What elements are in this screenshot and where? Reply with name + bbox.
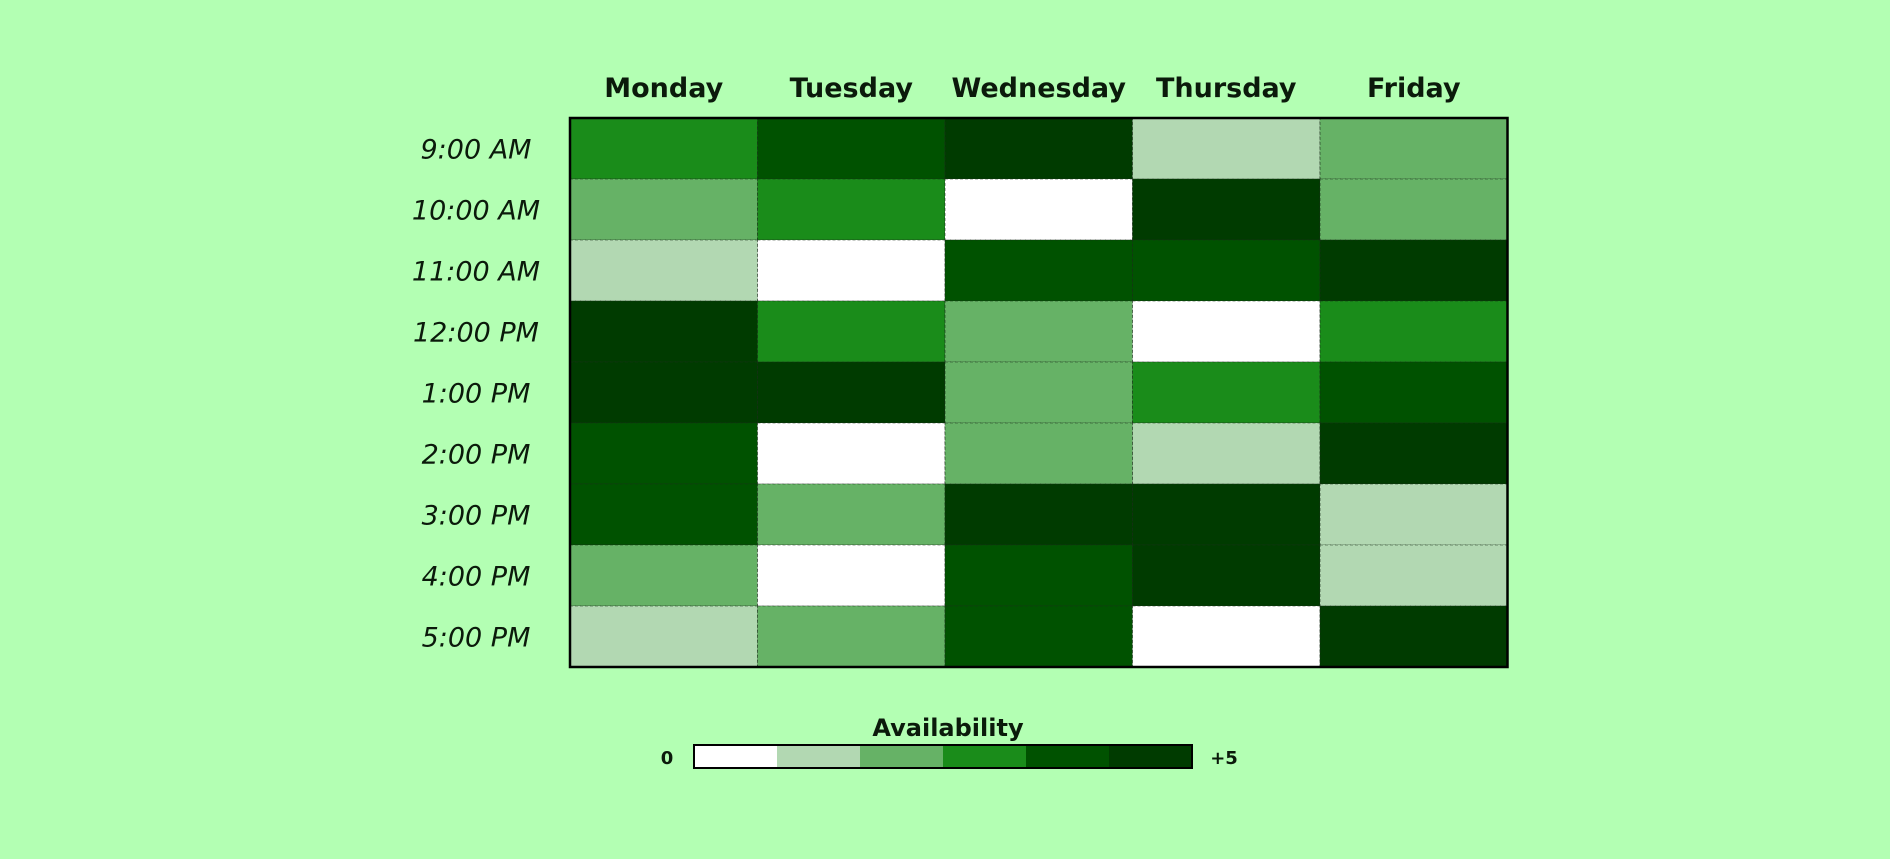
- legend-border: [693, 744, 1193, 769]
- heatmap-cell: [1319, 483, 1508, 546]
- grid-border: [568, 116, 1509, 669]
- heatmap-cell: [1319, 300, 1508, 363]
- heatmap-cell: [944, 239, 1133, 302]
- heatmap-cell: [1132, 239, 1321, 302]
- heatmap-cell: [569, 117, 758, 180]
- heatmap-cell: [569, 239, 758, 302]
- heatmap-cell: [757, 239, 946, 302]
- day-label-tuesday: Tuesday: [790, 73, 914, 104]
- legend-swatch: [860, 745, 944, 768]
- day-labels: Monday Tuesday Wednesday Thursday Friday: [604, 73, 1461, 104]
- heatmap-cell: [1319, 361, 1508, 424]
- heatmap-cell: [944, 300, 1133, 363]
- heatmap-cell: [1319, 605, 1508, 668]
- heatmap-cell: [944, 544, 1133, 607]
- time-labels: 9:00 AM 10:00 AM 11:00 AM 12:00 PM 1:00 PM 2:…: [412, 135, 540, 654]
- time-label: 3:00 PM: [422, 501, 531, 532]
- heatmap-cell: [944, 361, 1133, 424]
- time-label: 12:00 PM: [413, 318, 539, 349]
- heatmap-cell: [757, 300, 946, 363]
- heatmap-cell: [757, 544, 946, 607]
- heatmap-cell: [1132, 178, 1321, 241]
- heatmap-cell: [569, 178, 758, 241]
- heatmap-cell: [757, 361, 946, 424]
- heatmap-cell: [1319, 239, 1508, 302]
- heatmap-cell: [1132, 300, 1321, 363]
- time-label: 9:00 AM: [421, 135, 532, 166]
- heatmap-cell: [1132, 605, 1321, 668]
- color-legend: Availability 0 +5: [661, 714, 1238, 769]
- legend-swatch: [943, 745, 1027, 768]
- legend-swatch: [694, 745, 778, 768]
- day-label-thursday: Thursday: [1156, 73, 1297, 104]
- time-label: 5:00 PM: [422, 623, 531, 654]
- heatmap-cell: [757, 178, 946, 241]
- heatmap-cell: [569, 605, 758, 668]
- heatmap-cell: [944, 483, 1133, 546]
- heatmap-cell: [757, 422, 946, 485]
- day-label-wednesday: Wednesday: [952, 73, 1127, 104]
- time-label: 1:00 PM: [422, 379, 531, 410]
- time-label: 4:00 PM: [422, 562, 531, 593]
- heatmap-cell: [1132, 117, 1321, 180]
- heatmap-cell: [757, 605, 946, 668]
- heatmap-cell: [1319, 117, 1508, 180]
- heatmap-cell: [569, 300, 758, 363]
- heatmap-cell: [1319, 544, 1508, 607]
- heatmap-cell: [569, 422, 758, 485]
- heatmap-cells: [569, 117, 1508, 668]
- heatmap-cell: [944, 605, 1133, 668]
- heatmap-cell: [569, 361, 758, 424]
- heatmap-cell: [1132, 483, 1321, 546]
- day-label-friday: Friday: [1367, 73, 1461, 104]
- heatmap-cell: [569, 483, 758, 546]
- heatmap-cell: [1132, 361, 1321, 424]
- time-label: 2:00 PM: [422, 440, 531, 471]
- heatmap-cell: [757, 117, 946, 180]
- heatmap-cell: [757, 483, 946, 546]
- legend-swatches: [694, 745, 1193, 768]
- heatmap-cell: [569, 544, 758, 607]
- time-label: 10:00 AM: [412, 196, 540, 227]
- heatmap-cell: [1319, 178, 1508, 241]
- legend-max-label: +5: [1210, 748, 1238, 769]
- time-label: 11:00 AM: [412, 257, 540, 288]
- heatmap-cell: [944, 117, 1133, 180]
- heatmap-cell: [944, 422, 1133, 485]
- heatmap-cell: [1132, 544, 1321, 607]
- legend-title: Availability: [872, 714, 1024, 742]
- day-label-monday: Monday: [604, 73, 723, 104]
- legend-swatch: [1109, 745, 1193, 768]
- heatmap-cell: [944, 178, 1133, 241]
- heatmap-cell: [1319, 422, 1508, 485]
- legend-swatch: [777, 745, 861, 768]
- legend-min-label: 0: [661, 748, 674, 769]
- heatmap-cell: [1132, 422, 1321, 485]
- legend-swatch: [1026, 745, 1110, 768]
